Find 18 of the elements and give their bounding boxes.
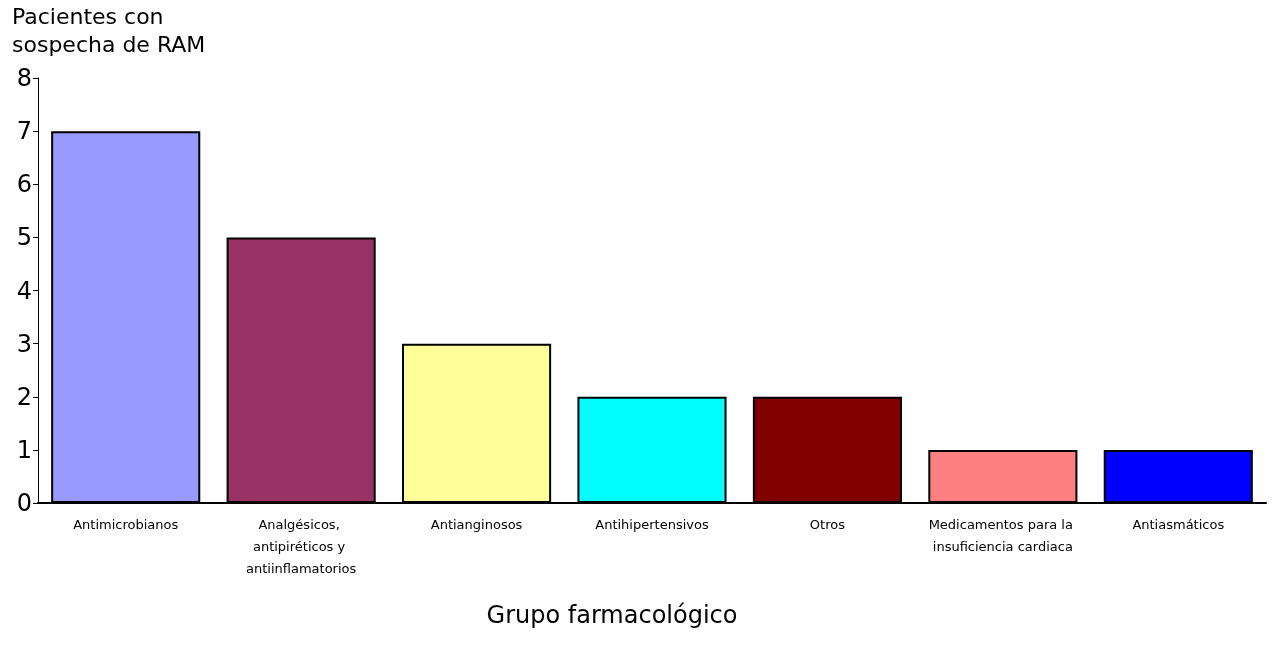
x-tick-label: Otros [809,516,846,532]
y-tick-label: 3 [16,329,32,358]
x-axis-title: Grupo farmacológico [486,601,738,629]
x-tick-label: Medicamentos para la insuficiencia cardiaca [928,516,1078,554]
y-tick-label: 7 [16,117,32,146]
x-tick-label: Antiasmáticos [1132,516,1225,532]
y-tick-label: 8 [16,64,32,92]
y-tick-label: 1 [16,435,32,464]
x-tick-label: Antianginosos [430,516,523,532]
y-tick-label: 2 [16,382,32,411]
y-tick-label: 5 [16,223,32,252]
y-tick-label: 4 [16,276,32,305]
x-tick-label: Analgésicos, antipiréticos y antiinflamatorios [245,516,357,576]
y-tick-label: 0 [16,489,32,517]
x-tick-label: Antimicrobianos [73,516,179,532]
y-tick-label: 6 [16,170,32,199]
y-axis-title: Pacientes con sospecha de RAM [12,3,206,57]
x-tick-label: Antihipertensivos [595,516,709,532]
